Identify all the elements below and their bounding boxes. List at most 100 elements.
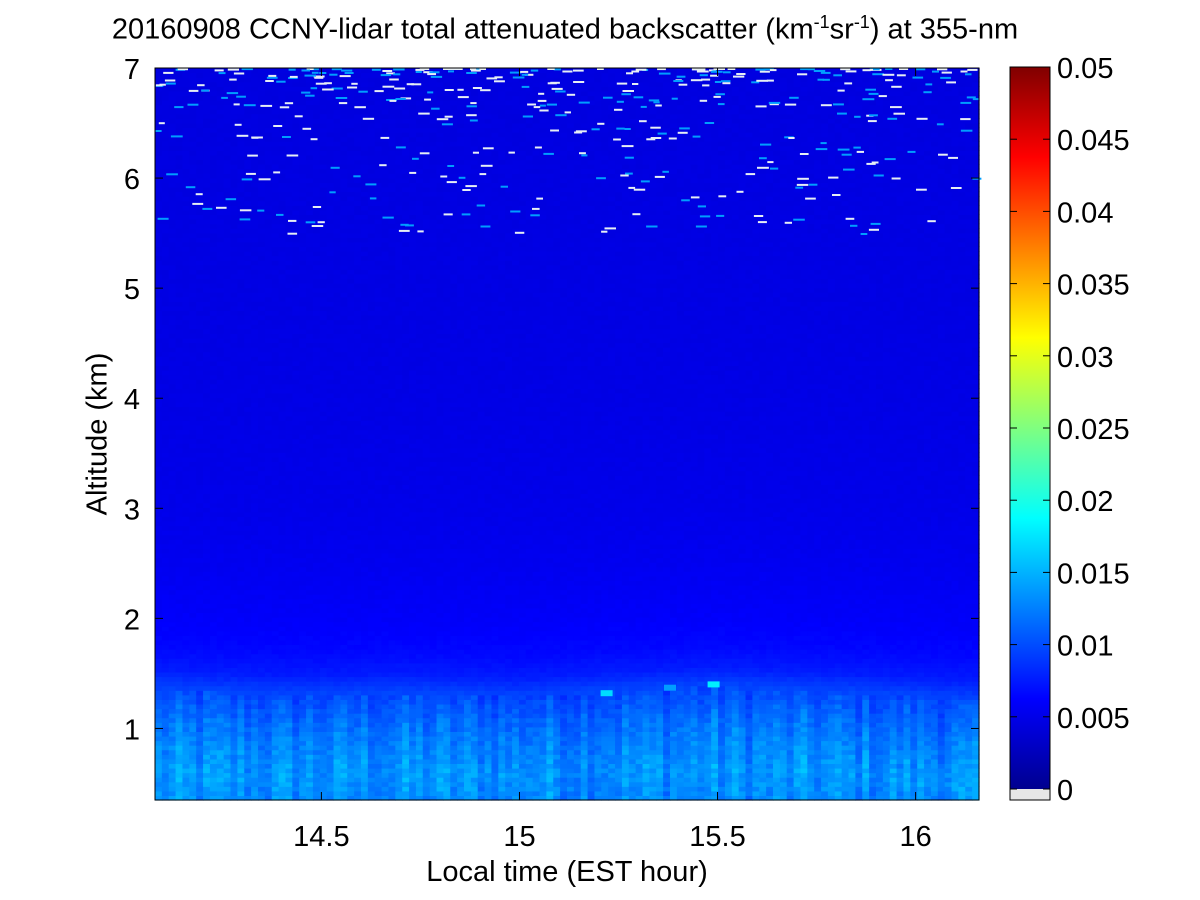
heatmap-cell [251,196,259,202]
heatmap-cell [230,630,238,636]
heatmap-cell [258,676,266,682]
heatmap-cell [278,461,287,467]
heatmap-cell [230,186,238,193]
heatmap-cell [292,72,300,78]
heatmap-cell [299,530,307,536]
heatmap-cell [292,443,300,449]
heatmap-cell [182,644,190,650]
heatmap-cell [196,246,204,252]
heatmap-cell [271,552,280,559]
heatmap-cell [319,255,328,261]
heatmap-cell [333,127,341,133]
heatmap-cell [203,767,211,774]
heatmap-cell [361,653,369,659]
heatmap-cell [203,255,211,261]
heatmap-cell [285,319,293,325]
heatmap-cell [271,685,280,691]
heatmap-cell [251,795,259,801]
heatmap-cell [216,626,225,632]
heatmap-cell [155,68,163,74]
heatmap-cell [189,434,197,440]
heatmap-cell [340,232,348,238]
heatmap-cell [340,562,348,568]
heatmap-cell [175,699,184,705]
heatmap-cell [258,356,266,362]
heatmap-cell [161,196,170,202]
heatmap-cell [306,310,314,316]
heatmap-cell [161,589,170,595]
heatmap-cell [196,186,204,193]
heatmap-cell [161,365,170,371]
heatmap-cell [244,507,252,513]
heatmap-cell [209,72,218,78]
heatmap-cell [278,333,287,339]
heatmap-cell [333,511,341,517]
heatmap-cell [285,644,293,650]
heatmap-cell [319,575,328,581]
heatmap-cell [182,351,190,357]
heatmap-cell [264,186,273,193]
heatmap-cell [203,196,211,202]
heatmap-cell [161,278,170,284]
heatmap-cell [354,356,362,362]
heatmap-cell [175,726,184,732]
heatmap-cell [354,525,362,531]
heatmap-cell [312,127,321,133]
heatmap-cell [251,383,259,389]
heatmap-cell [271,81,280,87]
heatmap-cell [340,722,348,728]
heatmap-cell [203,383,211,389]
heatmap-cell [189,777,197,783]
heatmap-cell [161,534,170,540]
heatmap-cell [285,392,293,398]
heatmap-cell [203,713,211,719]
heatmap-cell [319,283,328,289]
heatmap-cell [244,589,252,595]
heatmap-cell [333,196,341,202]
heatmap-cell [155,575,163,581]
heatmap-cell [354,735,362,742]
heatmap-cell [237,658,245,664]
heatmap-cell [161,543,170,549]
heatmap-cell [292,534,300,540]
heatmap-cell [333,562,341,568]
heatmap-cell [189,401,197,408]
heatmap-cell [251,443,259,449]
heatmap-cell [182,589,190,595]
heatmap-cell [333,708,341,714]
heatmap-cell [354,237,362,243]
heatmap-cell [278,196,287,202]
heatmap-cell [258,722,266,728]
heatmap-cell [216,735,225,742]
heatmap-cell [361,557,369,563]
heatmap-cell [306,795,314,801]
heatmap-cell [354,516,362,522]
heatmap-cell [347,511,355,517]
heatmap-cell [347,356,355,362]
heatmap-cell [216,191,225,197]
heatmap-cell [299,694,307,700]
heatmap-cell [312,502,321,508]
heatmap-cell [251,292,259,298]
heatmap-cell [230,145,238,151]
heatmap-cell [230,443,238,449]
heatmap-cell [333,703,341,710]
heatmap-cell [161,392,170,398]
heatmap-cell [203,452,211,458]
heatmap-cell [168,154,177,161]
heatmap-cell [203,369,211,376]
heatmap-cell [209,552,218,559]
heatmap-cell [216,479,225,485]
heatmap-cell [223,722,232,728]
heatmap-cell [306,662,314,668]
heatmap-cell [216,525,225,531]
heatmap-cell [155,100,163,106]
heatmap-cell [278,644,287,650]
heatmap-cell [244,484,252,490]
heatmap-cell [340,333,348,339]
heatmap-cell [223,520,232,527]
heatmap-cell [354,438,362,444]
heatmap-cell [278,447,287,453]
heatmap-cell [333,278,341,284]
heatmap-cell [251,232,259,238]
